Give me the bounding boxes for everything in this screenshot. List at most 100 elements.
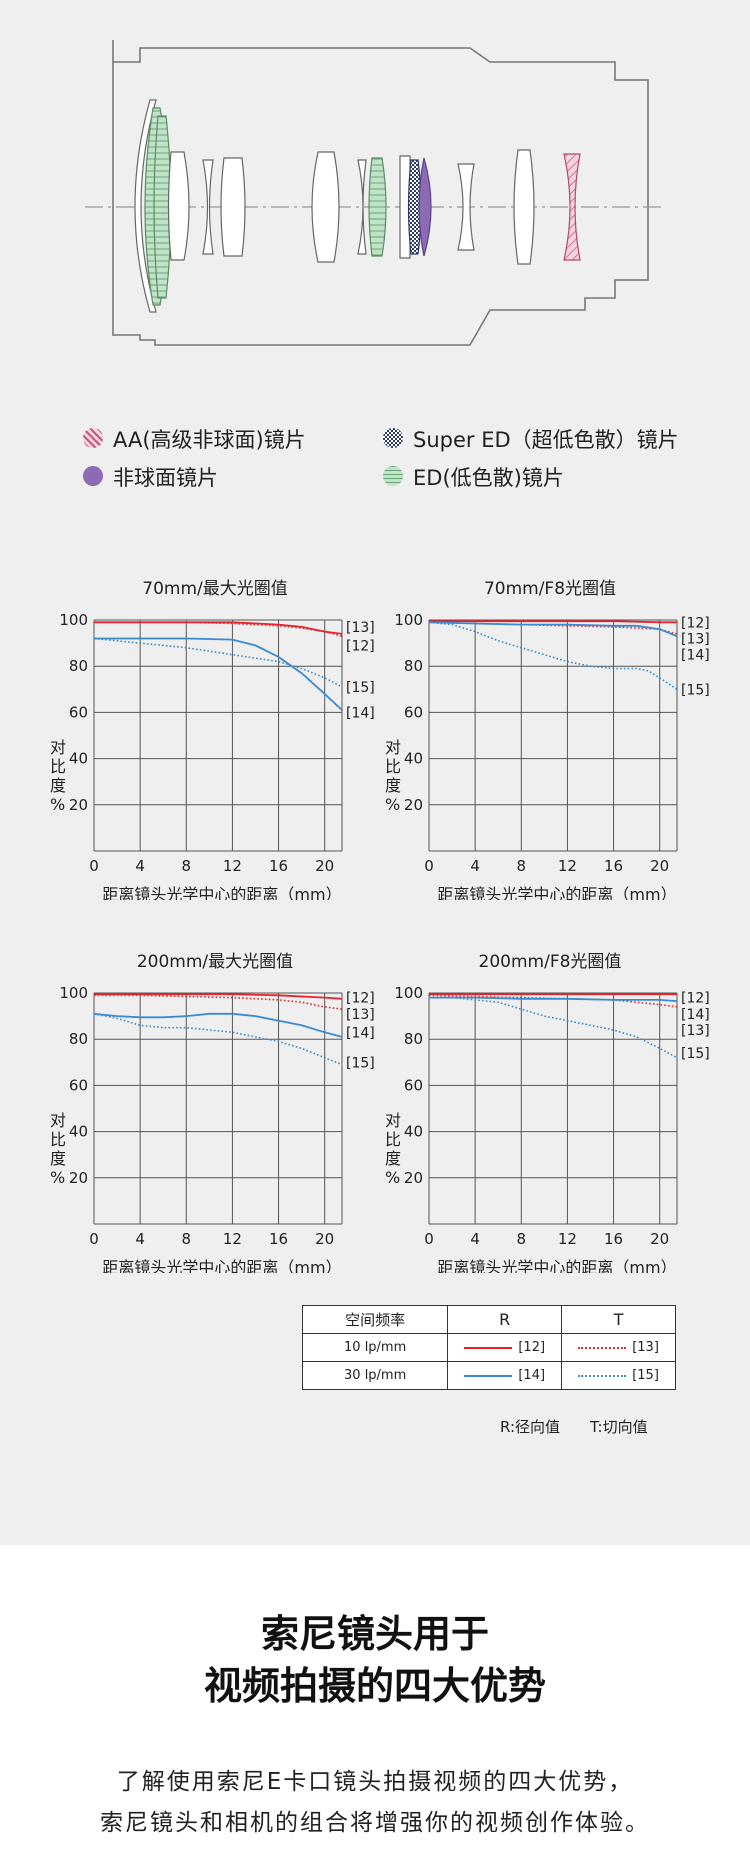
grid <box>428 619 678 852</box>
y-tick-label: 80 <box>69 657 88 675</box>
x-tick-label: 12 <box>223 857 242 875</box>
grid <box>428 992 678 1225</box>
lens-element <box>457 163 475 251</box>
series-red-solid <box>94 993 343 1000</box>
lens-element <box>311 151 340 263</box>
y-tick-label: 40 <box>404 750 423 768</box>
x-tick-label: 12 <box>558 1230 577 1248</box>
series-label: [15] <box>346 680 375 696</box>
series-label: [12] <box>681 991 710 1007</box>
x-tick-label: 16 <box>269 857 288 875</box>
y-tick-label: 80 <box>404 1030 423 1048</box>
x-tick-label: 20 <box>650 857 669 875</box>
key-t-10: [13] <box>561 1333 676 1362</box>
series-blue-dotted <box>429 996 678 1059</box>
legend-ed: ED(低色散)镜片 <box>413 466 564 490</box>
key-r-30-label: [14] <box>518 1368 546 1383</box>
series-label: [15] <box>681 1046 710 1062</box>
x-tick-label: 0 <box>424 857 434 875</box>
series-label: [15] <box>681 682 710 698</box>
mtf-key-table: 空间频率 R T 10 lp/mm [12] [13] 30 lp/mm [14… <box>301 1305 676 1390</box>
legend-super-ed: Super ED（超低色散）镜片 <box>413 428 679 452</box>
mtf-chart-70mm-f8: 0 4 8 12 16 20 20 40 60 80 100 [12][13][14] [15] 对比度%… <box>385 611 710 900</box>
x-tick-label: 0 <box>89 1230 99 1248</box>
info-panel <box>0 0 750 1545</box>
x-tick-label: 20 <box>650 1230 669 1248</box>
key-r-10: [12] <box>447 1333 563 1362</box>
y-tick-label: 80 <box>404 657 423 675</box>
series-red-dotted <box>94 621 343 637</box>
x-tick-label: 4 <box>135 1230 145 1248</box>
series-blue-solid <box>429 996 678 1002</box>
y-tick-label: 100 <box>59 984 88 1002</box>
series-red-dotted <box>94 994 343 1010</box>
x-axis-label: 距离镜头光学中心的距离（mm） <box>102 885 341 900</box>
lens-element <box>202 159 214 255</box>
lens-element <box>399 155 411 259</box>
x-tick-label: 16 <box>604 857 623 875</box>
key-header-r: R <box>447 1305 563 1334</box>
section-title-line1: 索尼镜头用于 <box>260 1612 489 1656</box>
key-t-10-label: [13] <box>632 1340 659 1355</box>
y-tick-label: 20 <box>69 796 88 814</box>
x-tick-label: 12 <box>558 857 577 875</box>
note-tangential: T:切向值 <box>590 1418 648 1436</box>
chart-title: 200mm/F8光圈值 <box>478 952 622 972</box>
key-frequency-10: 10 lp/mm <box>301 1333 449 1362</box>
section-text-line2: 索尼镜头和相机的组合将增强你的视频创作体验。 <box>100 1810 650 1836</box>
ed-swatch-icon <box>383 466 403 486</box>
series-label: [15] <box>346 1055 375 1071</box>
chart-title: 200mm/最大光圈值 <box>136 952 294 972</box>
y-tick-label: 20 <box>404 796 423 814</box>
series-label: [13] <box>346 1007 375 1023</box>
lens-element <box>167 151 190 261</box>
lens-element <box>357 159 367 255</box>
x-tick-label: 8 <box>182 1230 192 1248</box>
x-tick-label: 8 <box>517 857 527 875</box>
x-axis-label: 距离镜头光学中心的距离（mm） <box>437 1258 676 1273</box>
series-label: [14] <box>681 648 710 664</box>
series-red-solid <box>94 621 343 635</box>
series-label: [13] <box>681 1023 710 1039</box>
y-axis-label: 对比度% <box>50 1111 66 1187</box>
key-header-t: T <box>561 1305 676 1334</box>
y-tick-label: 40 <box>69 1123 88 1141</box>
x-tick-label: 12 <box>223 1230 242 1248</box>
series-label: [14] <box>346 1025 375 1041</box>
aa-swatch-icon <box>83 428 103 448</box>
series-blue-solid <box>428 621 678 638</box>
chart-title: 70mm/最大光圈值 <box>142 579 288 599</box>
lens-element <box>134 99 157 313</box>
lens-element <box>513 149 535 265</box>
series-label: [12] <box>681 615 710 631</box>
x-tick-label: 4 <box>135 857 145 875</box>
key-frequency-30: 30 lp/mm <box>301 1361 449 1390</box>
y-tick-label: 60 <box>69 1076 88 1094</box>
key-r-10-label: [12] <box>518 1340 546 1355</box>
lens-construction-diagram <box>85 40 665 346</box>
x-tick-label: 0 <box>89 857 99 875</box>
section-text-line1: 了解使用索尼E卡口镜头拍摄视频的四大优势， <box>116 1769 634 1795</box>
y-tick-label: 100 <box>394 611 423 629</box>
x-tick-label: 16 <box>604 1230 623 1248</box>
y-tick-label: 20 <box>69 1169 88 1187</box>
series-blue-solid <box>94 637 343 711</box>
key-t-30: [15] <box>561 1361 676 1390</box>
note-radial: R:径向值 <box>500 1418 561 1436</box>
series-label: [12] <box>346 991 375 1007</box>
x-tick-label: 8 <box>182 857 192 875</box>
mtf-chart-200mm-wide: 0 4 8 12 16 20 20 40 60 80 100 [12][13] [14] [15] 对比度%… <box>50 984 375 1273</box>
key-r-30: [14] <box>447 1361 563 1390</box>
x-tick-label: 0 <box>424 1230 434 1248</box>
section-title: 索尼镜头用于 视频拍摄的四大优势 <box>0 1608 750 1712</box>
series-label: [13] <box>681 631 710 647</box>
x-tick-label: 4 <box>470 1230 480 1248</box>
x-axis-label: 距离镜头光学中心的距离（mm） <box>102 1258 341 1273</box>
grid <box>93 619 343 852</box>
y-tick-label: 40 <box>69 750 88 768</box>
section-title-line2: 视频拍摄的四大优势 <box>203 1664 546 1708</box>
series-label: [14] <box>681 1007 710 1023</box>
lens-element <box>220 157 246 257</box>
series-red-solid <box>429 620 677 624</box>
series-red-dotted <box>428 994 678 1008</box>
